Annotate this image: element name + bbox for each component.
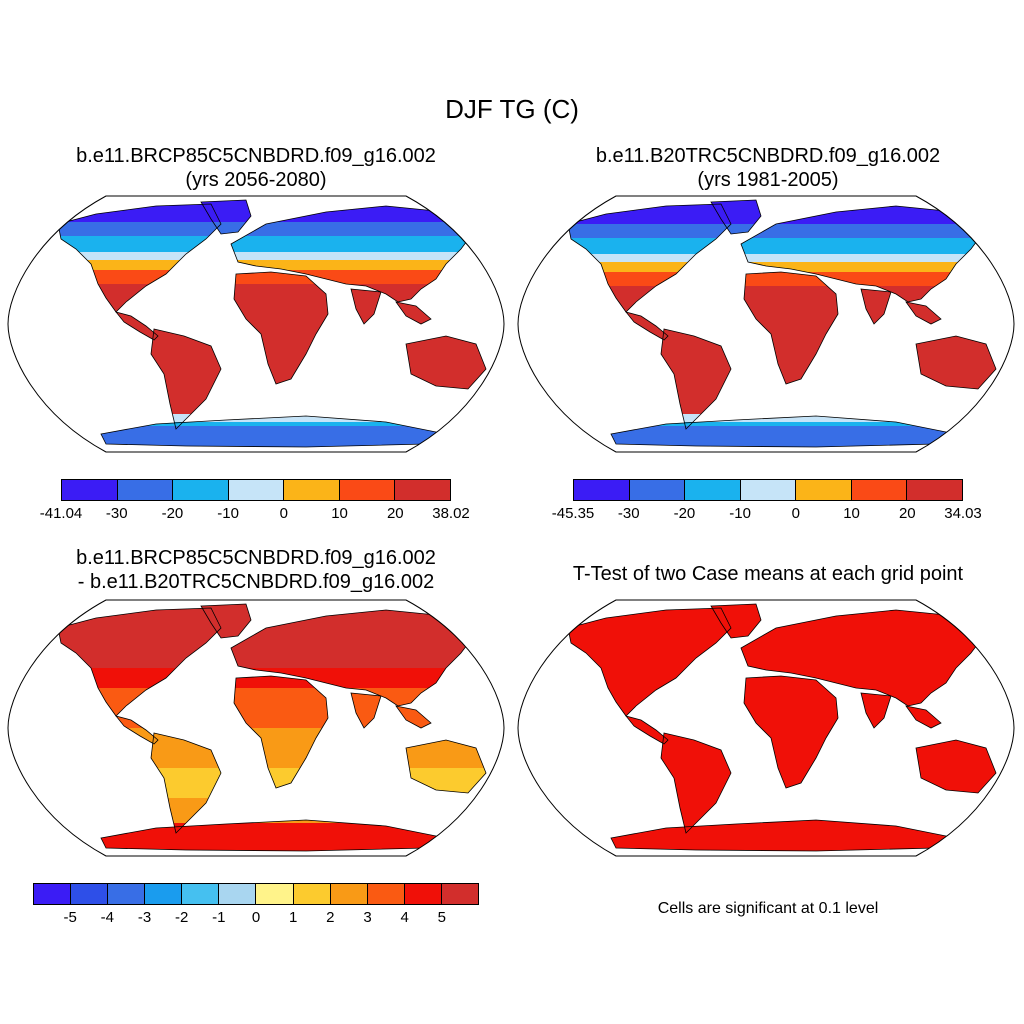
colorbar-future xyxy=(61,479,451,501)
colorbar-tick-label: 34.03 xyxy=(944,505,982,522)
colorbar-swatch xyxy=(740,480,797,500)
colorbar-swatch xyxy=(284,480,340,500)
colorbar-swatch xyxy=(71,884,109,904)
colorbar-tick-label: 10 xyxy=(843,505,860,522)
panel-1-title: b.e11.BRCP85C5CNBDRD.f09_g16.002 (yrs 20… xyxy=(6,144,506,192)
colorbar-swatch xyxy=(574,480,630,500)
colorbar-tick-label: -30 xyxy=(105,505,128,522)
colorbar-tick-label: 0 xyxy=(279,505,289,522)
colorbar-tick-label: 4 xyxy=(400,909,409,926)
map-panel-future xyxy=(7,195,505,453)
colorbar-swatch xyxy=(404,884,442,904)
colorbar-swatch xyxy=(629,480,686,500)
panel-1-title-line2: (yrs 2056-2080) xyxy=(185,169,327,191)
colorbar-tick-label: 1 xyxy=(288,909,298,926)
colorbar-tick-label: -3 xyxy=(137,909,152,926)
temperature-band xyxy=(58,222,486,236)
colorbar-tick-label: 20 xyxy=(898,505,916,522)
temperature-band xyxy=(568,262,996,272)
colorbar-tick-label: 3 xyxy=(363,909,372,926)
colorbar-swatch xyxy=(339,480,396,500)
map-panel-historical xyxy=(517,195,1015,453)
colorbar-tick-label: -30 xyxy=(617,505,640,522)
colorbar-swatch xyxy=(182,884,220,904)
colorbar-swatch xyxy=(219,884,257,904)
colorbar-tick-label: 10 xyxy=(331,505,348,522)
temperature-band xyxy=(58,252,486,260)
panel-2-title-line2: (yrs 1981-2005) xyxy=(697,169,839,191)
colorbar-tick-label: 20 xyxy=(386,505,404,522)
colorbar-swatch xyxy=(293,884,331,904)
colorbar-swatch xyxy=(367,884,405,904)
colorbar-tick-label: -20 xyxy=(673,505,696,522)
colorbar-swatch xyxy=(907,480,963,500)
colorbar-swatch xyxy=(256,884,294,904)
colorbar-swatch xyxy=(108,884,146,904)
colorbar-tick-label: -45.35 xyxy=(551,505,595,522)
panel-1-title-line1: b.e11.BRCP85C5CNBDRD.f09_g16.002 xyxy=(76,145,436,167)
colorbar-tick-label: 0 xyxy=(251,909,261,926)
colorbar-swatch xyxy=(62,480,118,500)
colorbar-tick-label: -2 xyxy=(174,909,189,926)
panel-2-title: b.e11.B20TRC5CNBDRD.f09_g16.002 (yrs 198… xyxy=(518,144,1018,192)
temperature-band xyxy=(568,426,996,447)
temperature-band xyxy=(58,236,486,252)
colorbar-swatch xyxy=(851,480,908,500)
colorbar-swatch xyxy=(330,884,368,904)
colorbar-tick-label: -10 xyxy=(729,505,751,522)
temperature-band xyxy=(568,238,996,254)
colorbar-swatch xyxy=(796,480,852,500)
panel-3-title-line2: - b.e11.B20TRC5CNBDRD.f09_g16.002 xyxy=(77,571,435,593)
colorbar-swatch xyxy=(173,480,229,500)
colorbar-swatch xyxy=(441,884,478,904)
colorbar-difference xyxy=(33,883,479,905)
significance-note: Cells are significant at 0.1 level xyxy=(657,900,879,917)
colorbar-tick-label: 2 xyxy=(326,909,335,926)
colorbar-historical xyxy=(573,479,963,501)
panel-3-title: b.e11.BRCP85C5CNBDRD.f09_g16.002 - b.e11… xyxy=(6,546,506,594)
temperature-band xyxy=(568,254,996,262)
colorbar-tick-label: -5 xyxy=(63,909,77,926)
panel-3-title-line1: b.e11.BRCP85C5CNBDRD.f09_g16.002 xyxy=(76,547,436,569)
colorbar-tick-label: 38.02 xyxy=(432,505,470,522)
temperature-band xyxy=(568,224,996,238)
colorbar-tick-label: -41.04 xyxy=(39,505,83,522)
map-panel-ttest xyxy=(517,599,1015,857)
main-title: DJF TG (C) xyxy=(445,94,579,124)
colorbar-swatch xyxy=(117,480,174,500)
colorbar-swatch xyxy=(685,480,741,500)
panel-2-title-line1: b.e11.B20TRC5CNBDRD.f09_g16.002 xyxy=(595,145,941,167)
temperature-band xyxy=(58,426,486,447)
colorbar-swatch xyxy=(145,884,183,904)
colorbar-tick-label: -1 xyxy=(212,909,226,926)
map-panel-difference xyxy=(7,599,505,857)
temperature-band xyxy=(58,260,486,270)
colorbar-tick-label: 5 xyxy=(437,909,446,926)
colorbar-swatch xyxy=(34,884,72,904)
colorbar-tick-label: -10 xyxy=(217,505,239,522)
colorbar-tick-label: -4 xyxy=(100,909,114,926)
panel-4-title: T-Test of two Case means at each grid po… xyxy=(572,563,964,585)
colorbar-tick-label: 0 xyxy=(791,505,801,522)
colorbar-swatch xyxy=(395,480,451,500)
colorbar-swatch xyxy=(228,480,285,500)
colorbar-tick-label: -20 xyxy=(161,505,184,522)
